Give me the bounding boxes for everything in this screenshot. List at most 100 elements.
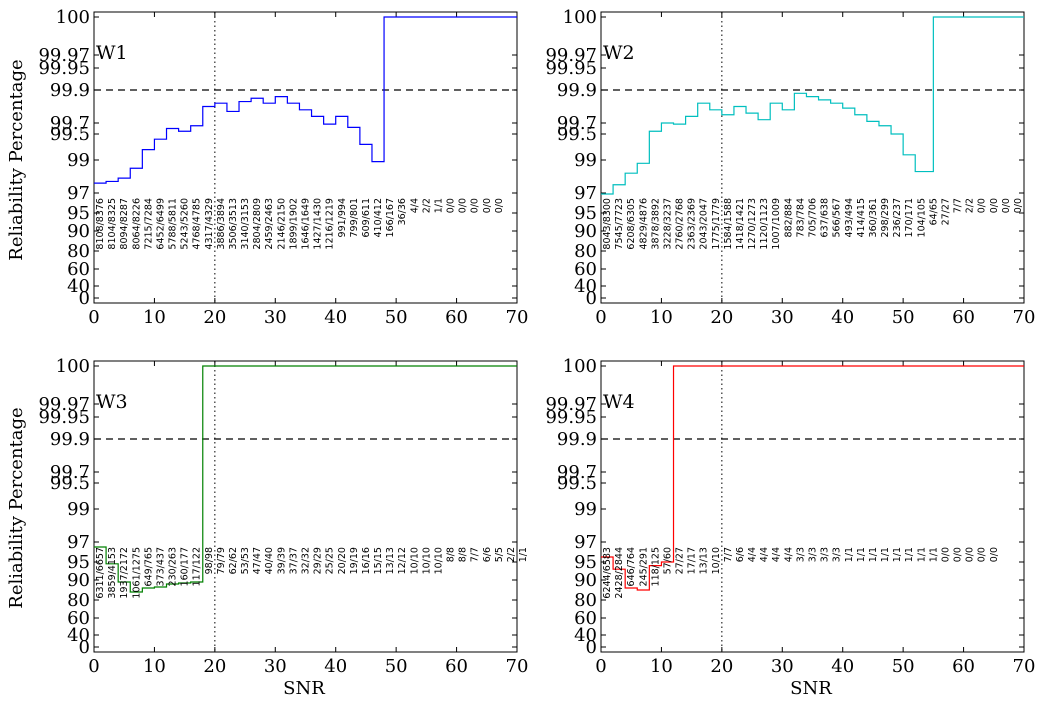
ratio-label: 2/2	[421, 198, 432, 213]
ratio-label: 4/4	[771, 547, 782, 562]
y-tick-label: 60	[574, 259, 597, 280]
ratio-label: 0/0	[470, 198, 481, 213]
y-tick-label: 99.95	[38, 407, 90, 428]
y-tick-label: 99	[574, 499, 597, 520]
ratio-label: 2043/2047	[699, 198, 710, 250]
ratio-label: 10/10	[711, 547, 722, 574]
ratio-label: 1/1	[433, 198, 444, 213]
y-tick-label: 99.5	[50, 473, 90, 494]
ratio-label: 117/122	[192, 547, 203, 586]
ratio-label: 37/37	[288, 547, 299, 574]
ratio-label: 12/12	[397, 547, 408, 574]
ratio-label: 2428/2844	[614, 547, 625, 599]
x-tick-label: 30	[264, 656, 287, 677]
y-tick-label: 80	[67, 590, 90, 611]
ratio-label: 57/60	[662, 547, 673, 574]
ratio-label: 1/1	[892, 547, 903, 562]
ratio-label: 0/0	[494, 198, 505, 213]
ratio-label: 5788/5811	[168, 198, 179, 250]
ratio-label: 4317/4329	[204, 198, 215, 250]
y-tick-label: 0	[586, 637, 597, 658]
ratio-label: 3506/3513	[228, 198, 239, 250]
plot-frame	[600, 360, 1025, 653]
x-tick-label: 10	[143, 656, 166, 677]
ratio-label: 1646/1649	[301, 198, 312, 250]
ratio-label: 36/36	[397, 198, 408, 225]
ratio-label: 2/2	[506, 547, 517, 562]
ratio-label: 118/125	[650, 547, 661, 586]
series-line	[601, 365, 1024, 591]
ratio-label: 0/0	[446, 198, 457, 213]
y-tick-label: 90	[574, 221, 597, 242]
x-tick-label: 70	[506, 307, 529, 328]
ratio-label: 0/0	[965, 547, 976, 562]
ratio-label: 32/32	[301, 547, 312, 574]
y-tick-label: 97	[574, 183, 597, 204]
x-tick-label: 40	[831, 656, 854, 677]
ratio-label: 3/3	[795, 547, 806, 562]
ratio-label: 170/171	[904, 198, 915, 237]
plot-frame	[93, 11, 518, 304]
ratio-label: 10/10	[433, 547, 444, 574]
ratio-label: 0/0	[989, 198, 1000, 213]
x-tick-label: 60	[952, 307, 975, 328]
ratio-label: 3/3	[832, 547, 843, 562]
x-tick-label: 60	[445, 656, 468, 677]
ratio-label: 410/412	[373, 198, 384, 237]
ratio-label: 104/105	[916, 198, 927, 237]
y-tick-label: 40	[67, 625, 90, 646]
ratio-label: 8/8	[446, 547, 457, 562]
y-tick-label: 100	[56, 7, 90, 28]
x-tick-label: 50	[385, 307, 408, 328]
x-axis-label-left: SNR	[283, 678, 325, 699]
ratio-label: 0/0	[458, 198, 469, 213]
ratio-label: 1584/1588	[723, 198, 734, 250]
ratio-label: 1/1	[916, 547, 927, 562]
x-tick-label: 20	[710, 656, 733, 677]
ratio-label: 0/0	[1013, 198, 1024, 213]
y-tick-label: 100	[563, 7, 597, 28]
ratio-label: 4/4	[747, 547, 758, 562]
ratio-label: 3886/3894	[216, 198, 227, 250]
ratio-label: 160/177	[180, 547, 191, 586]
ratio-label: 3878/3892	[650, 198, 661, 250]
y-tick-label: 95	[67, 203, 90, 224]
x-tick-label: 10	[650, 307, 673, 328]
y-tick-label: 80	[67, 241, 90, 262]
x-tick-label: 20	[710, 307, 733, 328]
ratio-label: 8064/8226	[131, 198, 142, 250]
y-tick-label: 99.5	[50, 124, 90, 145]
ratio-label: 6/6	[482, 547, 493, 562]
y-tick-label: 60	[574, 608, 597, 629]
ratio-label: 0/0	[482, 198, 493, 213]
ratio-label: 0/0	[940, 547, 951, 562]
ratio-label: 1899/1902	[288, 198, 299, 250]
ratio-label: 79/79	[216, 547, 227, 574]
ratio-label: 4/4	[783, 547, 794, 562]
y-tick-label: 99.7	[557, 462, 597, 483]
y-tick-label: 99	[574, 150, 597, 171]
y-tick-label: 99.97	[545, 45, 597, 66]
ratio-label: 566/567	[832, 198, 843, 237]
y-tick-label: 60	[67, 259, 90, 280]
y-tick-label: 99.7	[557, 113, 597, 134]
y-tick-label: 60	[67, 608, 90, 629]
ratio-label: 4768/4785	[192, 198, 203, 250]
ratio-label: 8/8	[458, 547, 469, 562]
x-tick-label: 20	[203, 656, 226, 677]
y-tick-label: 99.95	[545, 407, 597, 428]
ratio-label: 1007/1009	[771, 198, 782, 250]
y-tick-label: 99.95	[38, 58, 90, 79]
ratio-label: 27/27	[940, 198, 951, 225]
ratio-label: 0/0	[953, 547, 964, 562]
ratio-label: 493/494	[844, 198, 855, 237]
y-tick-label: 99.5	[557, 124, 597, 145]
x-tick-label: 70	[1013, 307, 1036, 328]
ratio-label: 166/167	[385, 198, 396, 237]
plot-frame	[93, 360, 518, 653]
y-tick-label: 99.7	[50, 462, 90, 483]
ratio-label: 2760/2768	[675, 198, 686, 250]
x-tick-label: 0	[595, 656, 606, 677]
y-tick-label: 95	[67, 552, 90, 573]
ratio-label: 13/13	[699, 547, 710, 574]
